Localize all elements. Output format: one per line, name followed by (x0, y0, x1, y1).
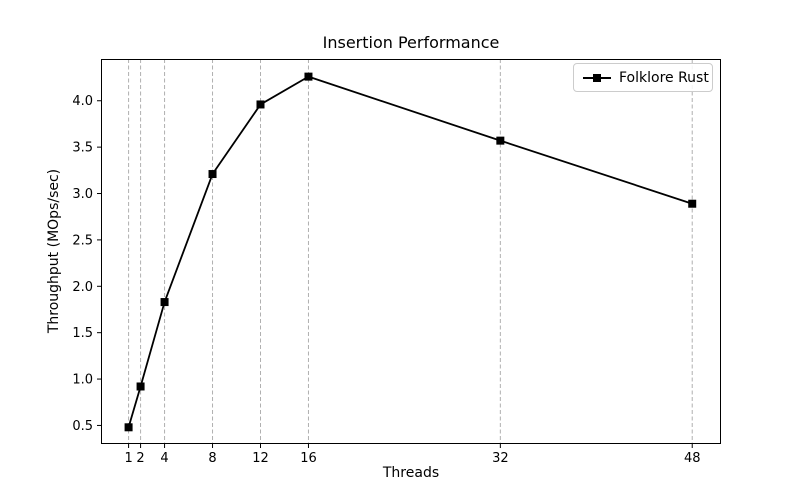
y-tick-label: 2.5 (72, 233, 93, 248)
series-markers (124, 72, 697, 432)
x-tick-label: 8 (208, 451, 216, 466)
y-tick-label: 2.0 (72, 280, 93, 295)
data-point-marker (304, 72, 313, 81)
y-tick-label: 4.0 (72, 94, 93, 109)
x-tick-label: 32 (492, 451, 509, 466)
plot-border (101, 59, 721, 444)
x-tick-label: 16 (300, 451, 317, 466)
y-axis-ticks: 0.5 1.0 1.5 2.0 2.5 3.0 3.5 4.0 (72, 94, 101, 434)
legend: Folklore Rust (573, 63, 713, 92)
data-point-marker (136, 382, 145, 391)
x-axis-label: Threads (382, 465, 440, 481)
data-point-marker (160, 298, 169, 307)
legend-square-marker-icon (593, 73, 601, 82)
y-tick-label: 3.0 (72, 187, 93, 202)
y-tick-label: 3.5 (72, 141, 93, 156)
gridlines (128, 59, 693, 444)
series-line (127, 75, 693, 428)
x-tick-label: 48 (684, 451, 701, 466)
x-tick-label: 4 (160, 451, 168, 466)
x-tick-label: 12 (252, 451, 269, 466)
x-tick-label: 1 (124, 451, 132, 466)
y-tick-label: 0.5 (72, 419, 93, 434)
x-tick-label: 2 (136, 451, 144, 466)
plot-area: 1 2 4 8 12 16 32 480.51.01.52.02.53.03.54.0 (72, 59, 721, 466)
data-point-marker (496, 136, 505, 145)
chart-title: Insertion Performance (322, 33, 500, 52)
legend-series-label: Folklore Rust (619, 69, 709, 86)
y-tick-label: 1.0 (72, 373, 93, 388)
y-tick-label: 1.5 (72, 326, 93, 341)
y-axis-label: Throughput (MOps/sec) (46, 168, 62, 334)
x-axis-ticks: 1 2 4 8 12 16 32 48 (124, 444, 700, 466)
data-point-marker (208, 170, 217, 179)
data-point-marker (124, 423, 133, 432)
data-point-marker (256, 100, 265, 109)
legend-marker-icon (583, 73, 611, 83)
data-point-marker (688, 199, 697, 208)
